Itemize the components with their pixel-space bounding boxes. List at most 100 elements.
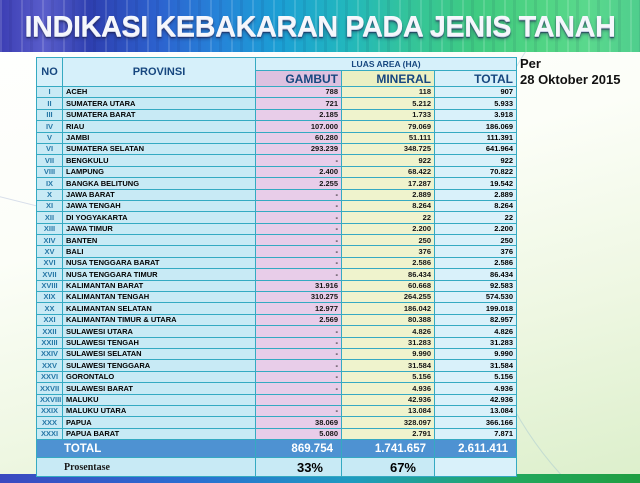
cell-mineral: 51.111 [341,131,435,144]
table-row: XV BALI -376 376 [36,245,517,258]
cell-mineral: 13.084 [341,404,435,418]
cell-no: XV [36,245,63,258]
cell-mineral: 5.156 [341,370,435,384]
cell-provinsi: NUSA TENGGARA TIMUR [62,268,256,281]
cell-no: VII [36,154,63,167]
cell-mineral: 31.584 [341,359,435,372]
cell-provinsi: SULAWESI TENGAH [62,336,256,350]
total-row: TOTAL 869.754 1.741.657 2.611.411 [36,439,517,459]
cell-no: XX [36,302,63,315]
cell-mineral: 86.434 [341,268,435,281]
table-row: XXX PAPUA 38.069 328.097 366.166 [36,416,517,429]
cell-provinsi: BANGKA BELITUNG [62,177,256,190]
cell-gambut: - [255,359,342,372]
cell-no: XXI [36,313,63,327]
cell-gambut: - [255,382,342,395]
cell-no: X [36,188,63,201]
cell-provinsi: PAPUA BARAT [62,427,256,441]
percent-gambut: 33% [255,457,342,478]
table-row: XX KALIMANTAN SELATAN 12.977 186.042 199.018 [36,302,517,315]
cell-provinsi: MALUKU [62,393,256,406]
cell-total: 2.586 [434,256,517,270]
report-date: Per 28 Oktober 2015 [520,56,638,88]
cell-provinsi: BALI [62,245,256,258]
header-provinsi: PROVINSI [62,57,256,87]
table-row: V JAMBI 60.280 51.111 111.391 [36,131,517,144]
cell-no: IX [36,177,63,190]
cell-no: XXII [36,325,63,338]
cell-no: XVII [36,268,63,281]
table-row: XXIII SULAWESI TENGAH -31.283 31.283 [36,336,517,350]
table-footer: TOTAL 869.754 1.741.657 2.611.411 Prosen… [36,439,517,478]
cell-mineral: 8.264 [341,199,435,213]
report-date-line1: Per [520,56,541,71]
cell-no: XIX [36,291,63,304]
total-mineral: 1.741.657 [341,439,435,459]
cell-mineral: 186.042 [341,302,435,315]
cell-gambut: 310.275 [255,291,342,304]
cell-no: XXVI [36,370,63,384]
cell-provinsi: ACEH [62,85,256,99]
header-total: TOTAL [434,70,517,87]
cell-mineral: 2.200 [341,222,435,236]
table-row: XXIV SULAWESI SELATAN -9.990 9.990 [36,347,517,361]
table-row: XVII NUSA TENGGARA TIMUR -86.434 86.434 [36,268,517,281]
cell-mineral: 60.668 [341,279,435,293]
total-gambut: 869.754 [255,439,342,459]
cell-mineral: 22 [341,211,435,224]
cell-total: 641.964 [434,142,517,156]
cell-gambut: 788 [255,85,342,99]
table-row: XIV BANTEN -250 250 [36,234,517,247]
cell-total: 376 [434,245,517,258]
cell-total: 9.990 [434,347,517,361]
header-mineral: MINERAL [341,70,435,87]
cell-mineral: 17.287 [341,177,435,190]
cell-total: 8.264 [434,199,517,213]
cell-total: 3.918 [434,108,517,122]
cell-mineral: 42.936 [341,393,435,406]
cell-mineral: 4.936 [341,382,435,395]
cell-no: XXVII [36,382,63,395]
cell-total: 5.156 [434,370,517,384]
table-row: VII BENGKULU -922 922 [36,154,517,167]
cell-total: 82.957 [434,313,517,327]
table-row: X JAWA BARAT -2.889 2.889 [36,188,517,201]
table-row: XXII SULAWESI UTARA -4.826 4.826 [36,325,517,338]
cell-gambut: 2.185 [255,108,342,122]
cell-provinsi: DI YOGYAKARTA [62,211,256,224]
cell-mineral: 922 [341,154,435,167]
cell-total: 4.826 [434,325,517,338]
cell-mineral: 2.586 [341,256,435,270]
cell-provinsi: JAWA TENGAH [62,199,256,213]
title-banner: INDIKASI KEBAKARAN PADA JENIS TANAH [0,0,640,52]
cell-no: XXV [36,359,63,372]
cell-gambut: - [255,404,342,418]
cell-no: VI [36,142,63,156]
cell-gambut: - [255,256,342,270]
cell-gambut: 60.280 [255,131,342,144]
cell-total: 92.583 [434,279,517,293]
cell-gambut: 721 [255,97,342,110]
cell-provinsi: SULAWESI BARAT [62,382,256,395]
cell-mineral: 376 [341,245,435,258]
cell-provinsi: NUSA TENGGARA BARAT [62,256,256,270]
table-row: IV RIAU 107.000 79.069 186.069 [36,120,517,133]
cell-mineral: 264.255 [341,291,435,304]
cell-gambut: - [255,211,342,224]
cell-gambut: 2.569 [255,313,342,327]
cell-provinsi: MALUKU UTARA [62,404,256,418]
cell-no: XIV [36,234,63,247]
header-luas-area: LUAS AREA (HA) [255,57,517,71]
cell-total: 86.434 [434,268,517,281]
cell-total: 366.166 [434,416,517,429]
cell-gambut: - [255,222,342,236]
table-row: XXVI GORONTALO -5.156 5.156 [36,370,517,384]
cell-no: XXXI [36,427,63,441]
percent-total [434,457,517,478]
cell-mineral: 1.733 [341,108,435,122]
cell-total: 922 [434,154,517,167]
header-gambut: GAMBUT [255,70,342,87]
cell-gambut: - [255,268,342,281]
cell-provinsi: SUMATERA BARAT [62,108,256,122]
